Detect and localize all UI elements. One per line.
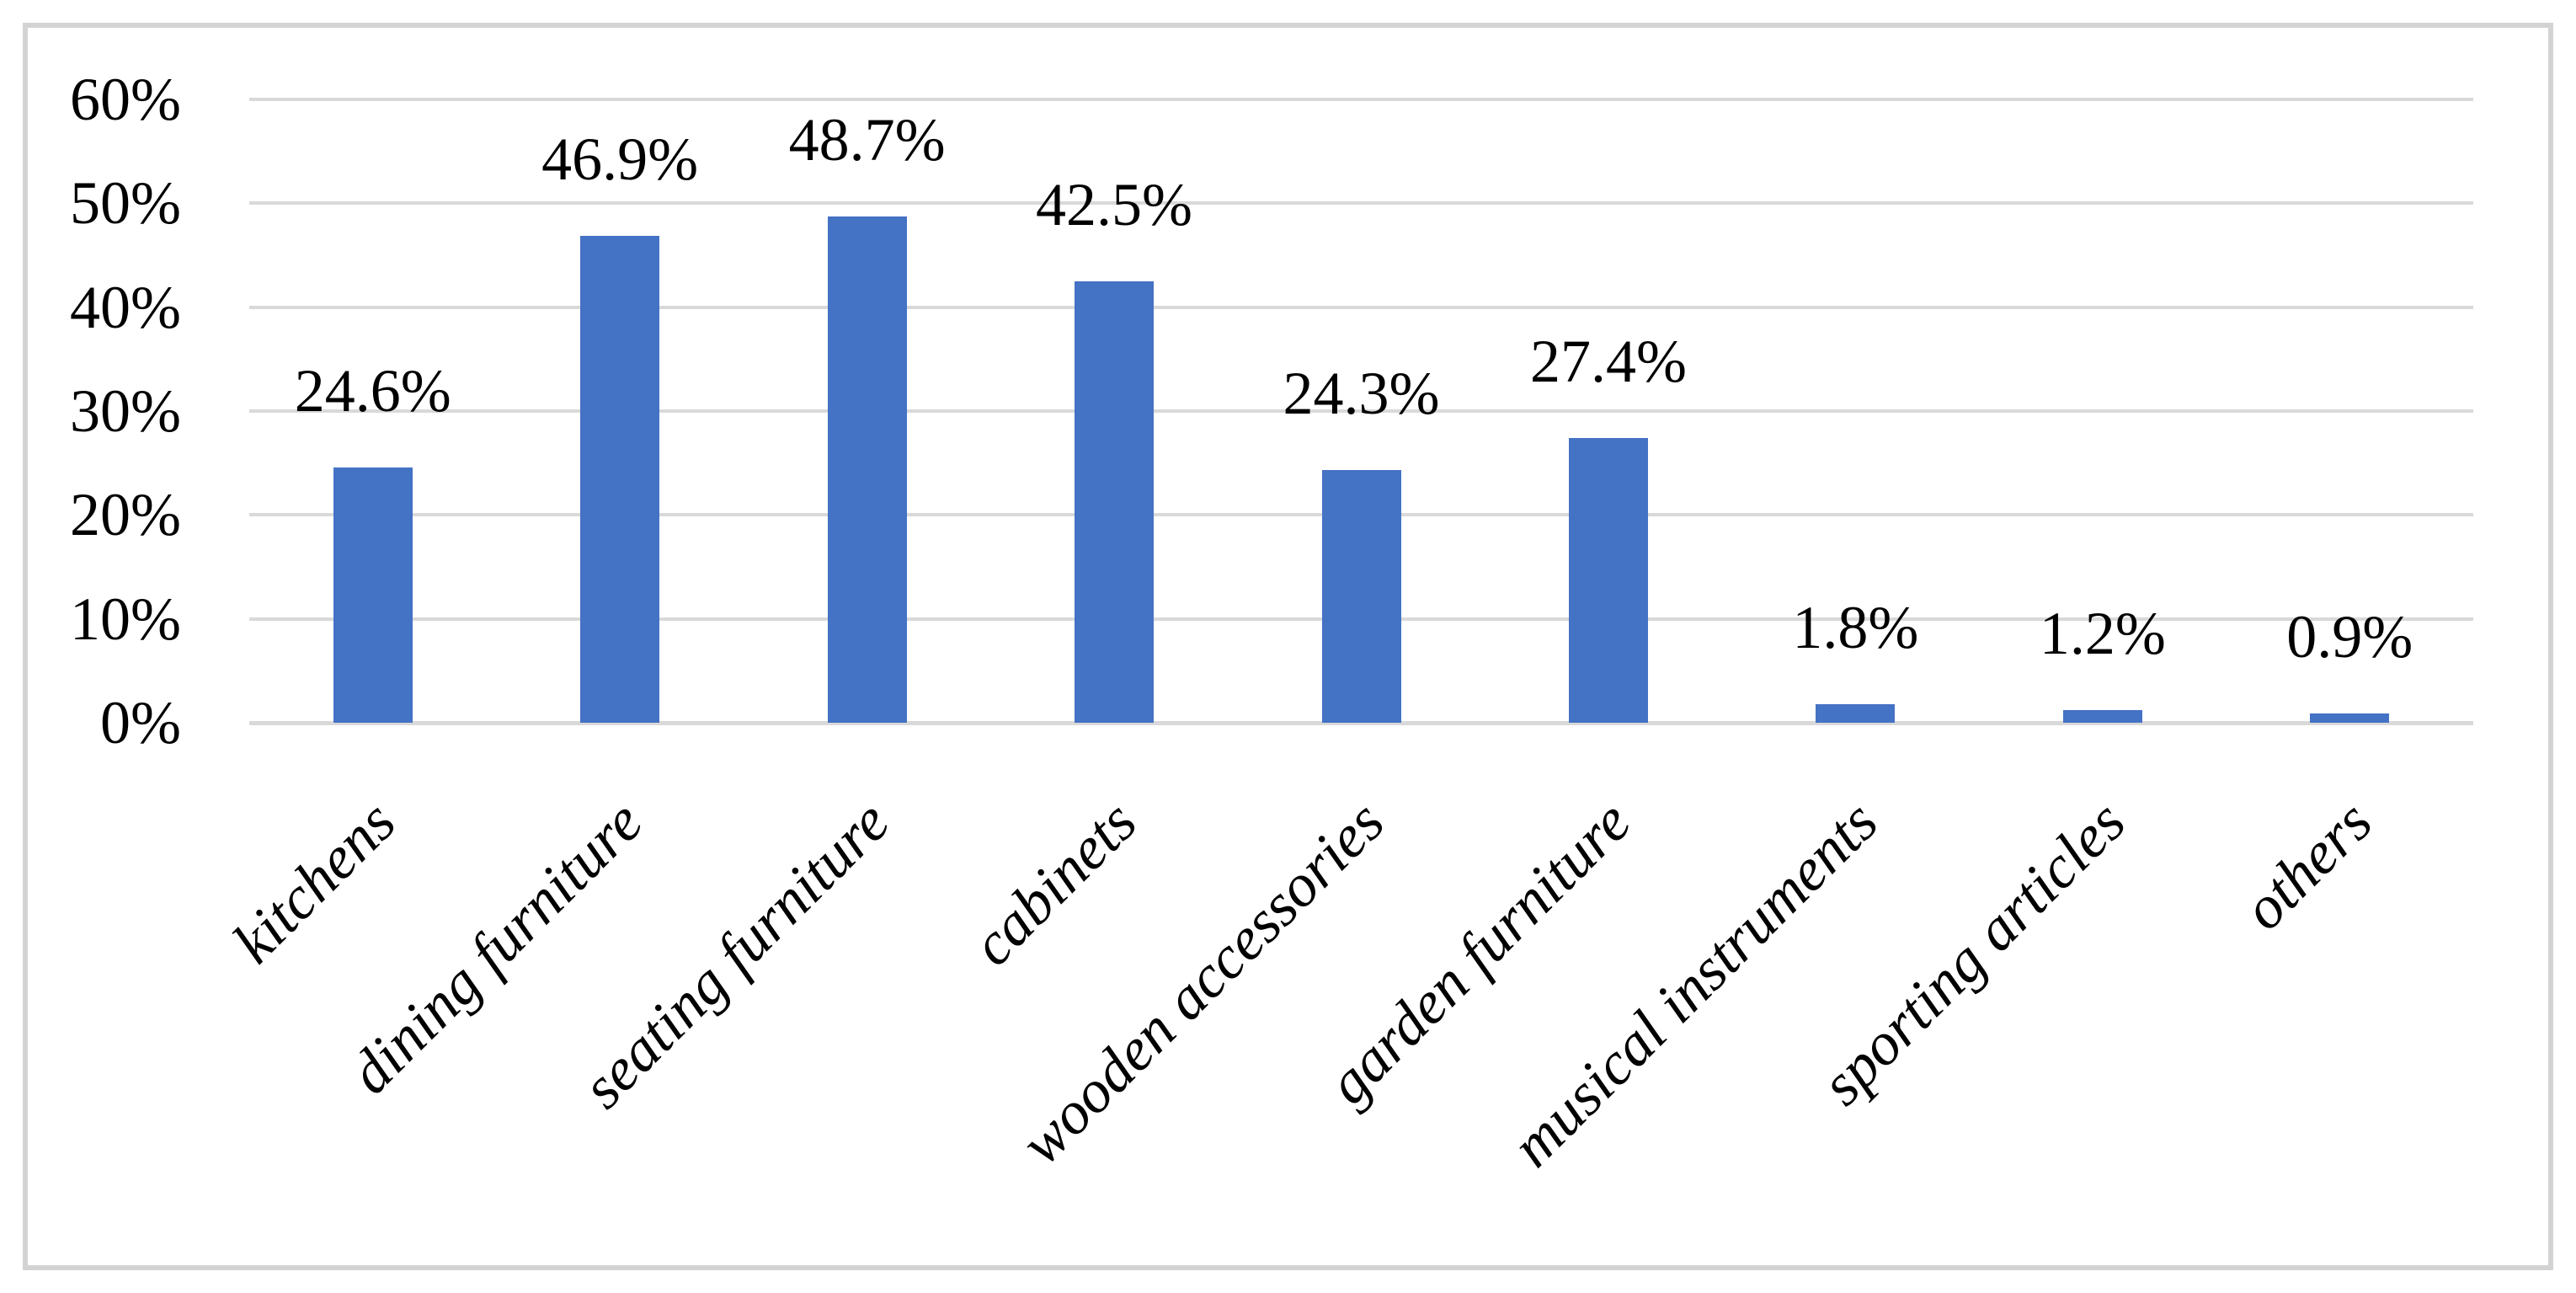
bar-value-label: 27.4% — [1529, 328, 1687, 396]
bar — [1321, 470, 1401, 723]
y-axis-tick-label: 10% — [70, 585, 181, 653]
bar-value-label: 48.7% — [788, 106, 946, 174]
x-axis-line — [249, 721, 2473, 725]
chart-frame: 24.6% 46.9% 48.7% 42.5% 24.3% 27.4% 1.8% 1.2% 0.… — [23, 23, 2553, 1270]
gridline — [249, 201, 2473, 206]
bar-value-label: 42.5% — [1036, 170, 1193, 238]
plot-area: 24.6% 46.9% 48.7% 42.5% 24.3% 27.4% 1.8% 1.2% 0.… — [249, 98, 2473, 725]
y-axis-tick-label: 30% — [70, 377, 181, 445]
bar — [580, 235, 660, 723]
bar — [827, 216, 907, 723]
bar — [1568, 438, 1648, 723]
bar-value-label: 1.2% — [2039, 600, 2166, 668]
y-axis-tick-label: 0% — [100, 689, 181, 756]
y-axis-tick-label: 20% — [70, 481, 181, 549]
bar — [333, 467, 413, 723]
gridline — [249, 305, 2473, 309]
y-axis-tick-label: 60% — [70, 66, 181, 133]
y-axis-tick-label: 40% — [70, 273, 181, 341]
bar-value-label: 24.3% — [1283, 360, 1440, 428]
gridline — [249, 98, 2473, 101]
bar — [1816, 703, 1896, 723]
bar-value-label: 1.8% — [1792, 593, 1919, 661]
x-axis-category-label: others — [2230, 788, 2386, 943]
bar — [2310, 713, 2390, 723]
y-axis-tick-label: 50% — [70, 169, 181, 238]
x-axis-category-label: cabinets — [958, 788, 1149, 979]
x-axis-category-label: kitchens — [220, 788, 408, 976]
bar-value-label: 46.9% — [541, 125, 699, 193]
bar — [1075, 281, 1155, 723]
bar — [2062, 710, 2142, 723]
bar-value-label: 24.6% — [294, 356, 451, 425]
gridline — [249, 409, 2473, 413]
bar-value-label: 0.9% — [2286, 602, 2413, 671]
